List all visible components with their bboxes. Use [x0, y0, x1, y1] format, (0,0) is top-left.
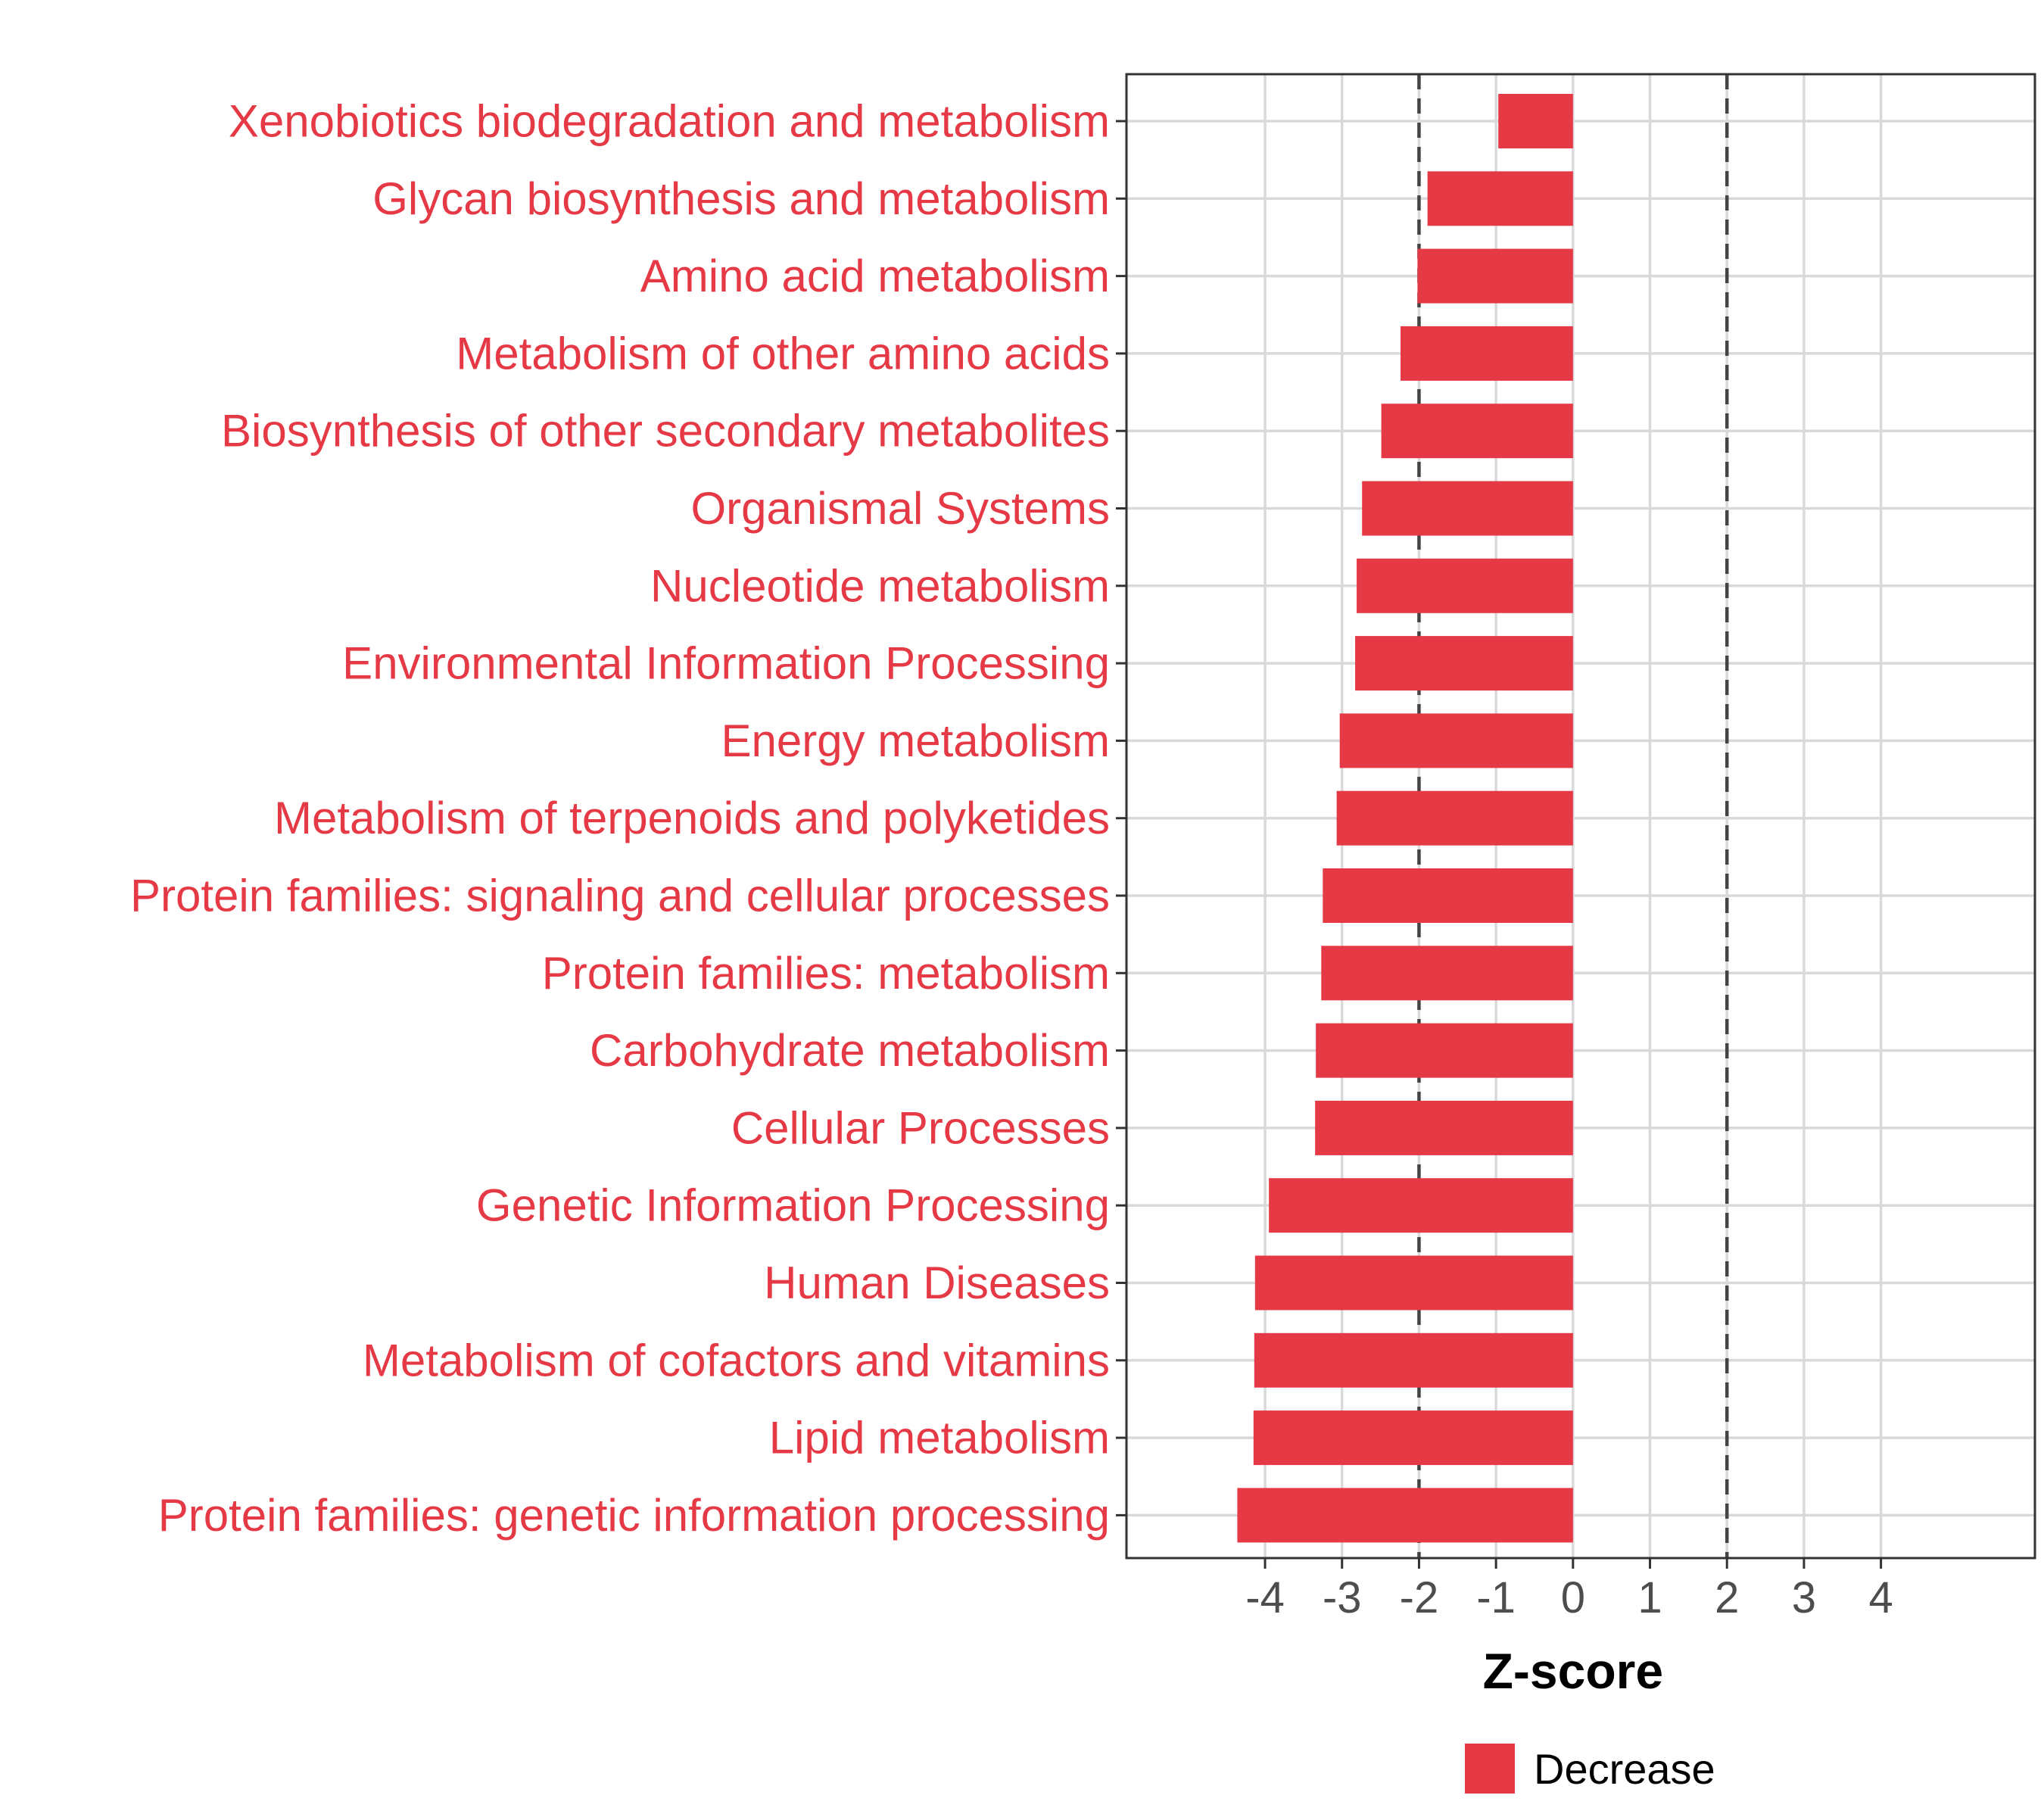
category-label: Metabolism of cofactors and vitamins — [363, 1335, 1110, 1385]
category-label: Protein families: genetic information pr… — [158, 1490, 1110, 1541]
category-label: Biosynthesis of other secondary metaboli… — [221, 406, 1110, 457]
bar — [1362, 481, 1573, 536]
category-label: Cellular Processes — [731, 1102, 1110, 1153]
x-tick-label: -4 — [1245, 1573, 1285, 1622]
category-label: Energy metabolism — [721, 715, 1110, 766]
bar — [1336, 790, 1573, 846]
bar — [1355, 636, 1573, 691]
category-label: Protein families: signaling and cellular… — [130, 871, 1110, 921]
bars — [1237, 94, 1573, 1543]
x-tick-label: -3 — [1323, 1573, 1362, 1622]
x-axis-title: Z-score — [1483, 1643, 1663, 1699]
bar — [1269, 1178, 1573, 1233]
panel-border — [1125, 73, 2036, 1560]
category-label: Glycan biosynthesis and metabolism — [372, 173, 1110, 224]
legend: Decrease — [1465, 1744, 1715, 1794]
x-tick-label: 0 — [1561, 1573, 1585, 1622]
category-label: Environmental Information Processing — [342, 638, 1110, 689]
category-label: Metabolism of other amino acids — [456, 328, 1110, 379]
category-labels: Xenobiotics biodegradation and metabolis… — [130, 96, 1110, 1541]
bar — [1427, 171, 1573, 226]
bar — [1381, 404, 1573, 459]
bar — [1357, 558, 1573, 613]
x-tick-label: -2 — [1400, 1573, 1439, 1622]
x-tick-label: 1 — [1637, 1573, 1662, 1622]
bar — [1323, 868, 1573, 923]
bar — [1316, 1023, 1573, 1078]
category-label: Organismal Systems — [691, 483, 1110, 534]
category-label: Human Diseases — [764, 1258, 1110, 1308]
x-tick-label: -1 — [1476, 1573, 1516, 1622]
x-tick-label: 4 — [1868, 1573, 1893, 1622]
bar — [1339, 713, 1573, 768]
bar — [1498, 94, 1573, 148]
bar — [1401, 326, 1573, 381]
bar — [1417, 248, 1573, 304]
grid-lines — [1126, 74, 2035, 1558]
x-tick-label: 2 — [1715, 1573, 1739, 1622]
category-label: Protein families: metabolism — [542, 948, 1110, 999]
bar — [1254, 1255, 1573, 1311]
legend-key-decrease — [1465, 1744, 1515, 1794]
bar — [1254, 1332, 1573, 1388]
category-label: Lipid metabolism — [769, 1413, 1110, 1463]
category-label: Amino acid metabolism — [640, 251, 1110, 301]
category-label: Nucleotide metabolism — [650, 560, 1110, 611]
bar — [1253, 1410, 1573, 1466]
x-tick-label: 3 — [1792, 1573, 1816, 1622]
category-label: Metabolism of terpenoids and polyketides — [274, 793, 1110, 843]
category-label: Xenobiotics biodegradation and metabolis… — [229, 96, 1110, 147]
category-label: Carbohydrate metabolism — [590, 1025, 1110, 1076]
x-axis-ticks: -4 -3 -2 -1 0 1 2 3 4 — [1245, 1558, 1893, 1622]
bar — [1321, 946, 1573, 1001]
category-label: Genetic Information Processing — [476, 1180, 1110, 1231]
bar — [1237, 1488, 1573, 1543]
bar — [1315, 1100, 1573, 1155]
y-axis-ticks — [1116, 120, 1126, 1516]
legend-label-decrease: Decrease — [1534, 1745, 1715, 1793]
